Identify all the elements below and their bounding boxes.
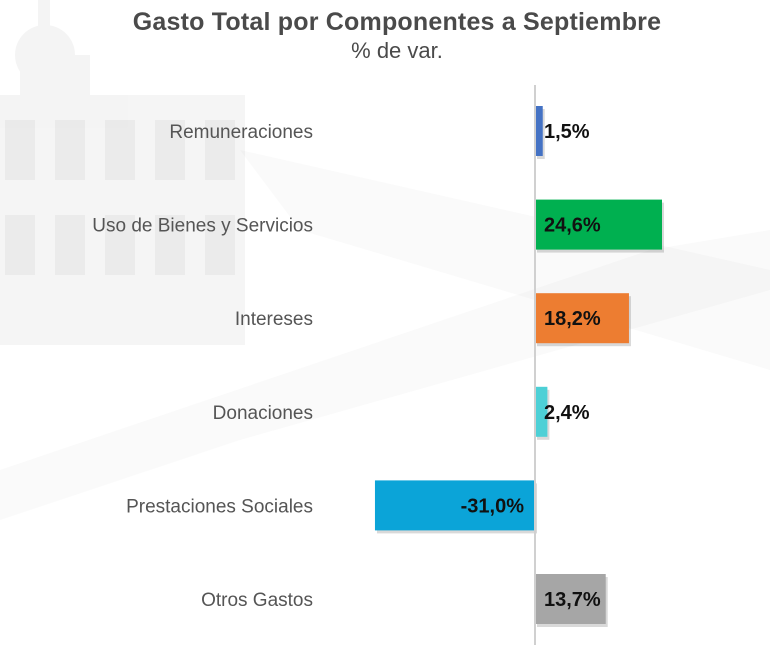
bar-intereses: [535, 293, 629, 344]
chart-subtitle: % de var.: [351, 38, 443, 63]
value-label-remuneraciones: 1,5%: [544, 121, 590, 143]
value-label-uso-de-bienes-y-servicios: 24,6%: [544, 215, 601, 237]
value-label-donaciones: 2,4%: [544, 402, 590, 424]
bar-otros-gastos: [535, 574, 606, 624]
bar-uso-de-bienes-y-servicios: [535, 199, 662, 250]
value-label-otros-gastos: 13,7%: [544, 589, 601, 611]
category-label-otros-gastos: Otros Gastos: [201, 590, 313, 611]
value-label-intereses: 18,2%: [544, 308, 601, 330]
value-label-prestaciones-sociales: -31,0%: [461, 495, 525, 517]
chart-title: Gasto Total por Componentes a Septiembre: [132, 8, 662, 36]
bar-prestaciones-sociales: [374, 480, 535, 531]
bar-remuneraciones: [535, 106, 543, 156]
category-label-uso-de-bienes-y-servicios: Uso de Bienes y Servicios: [92, 216, 313, 237]
category-label-donaciones: Donaciones: [213, 403, 313, 424]
bar-donaciones: [535, 386, 548, 437]
category-label-intereses: Intereses: [235, 309, 313, 330]
category-label-remuneraciones: Remuneraciones: [169, 122, 313, 143]
category-label-prestaciones-sociales: Prestaciones Sociales: [126, 496, 313, 517]
